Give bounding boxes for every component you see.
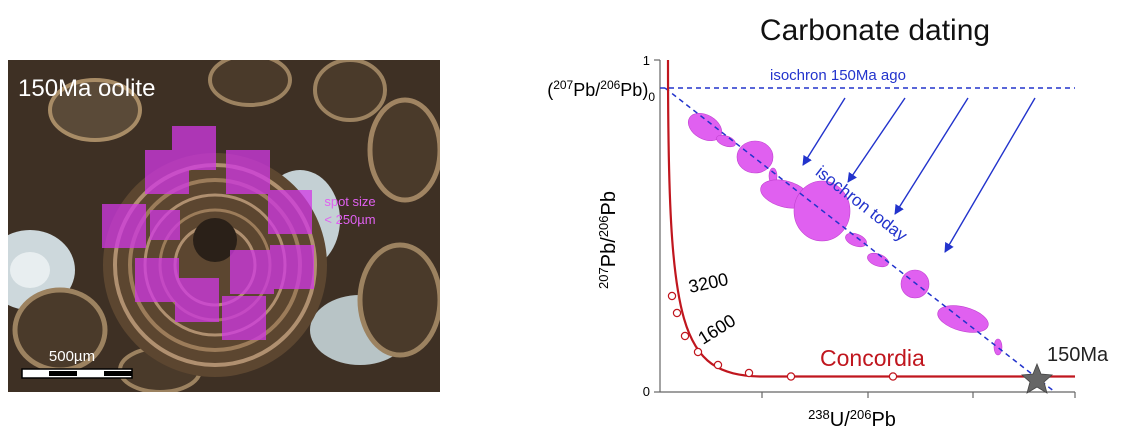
y-tick: 0 [643, 384, 650, 399]
scale-bar [22, 369, 132, 378]
label-part: 206 [600, 78, 620, 92]
y-axis-label: 207Pb/206Pb [596, 191, 620, 289]
spot-size: < 250µm [324, 212, 375, 227]
scale-bar-label: 500µm [49, 348, 95, 365]
label-part: 207 [553, 78, 573, 92]
isochron-past-label: isochron 150Ma ago [770, 67, 906, 84]
label-part: Pb [598, 191, 620, 215]
label-part: 0 [648, 90, 655, 104]
sample-star [1022, 364, 1052, 393]
y-intercept-label: (207Pb/206Pb)0 [547, 78, 655, 104]
label-part: 206 [850, 407, 872, 422]
label-part: U/ [830, 409, 850, 431]
concordia-age: 3200 [687, 269, 730, 297]
label-part: Pb/ [598, 237, 620, 267]
spot-size: spot size [324, 194, 375, 209]
figure: 150Ma oolite spot size < 250µm 500µm Car… [0, 0, 1121, 434]
diagram-title: Carbonate dating [760, 14, 990, 47]
concordia-label: Concordia [820, 345, 925, 371]
page: {"photo": {"label": "150Ma oolite", "spo… [0, 0, 1121, 434]
sample-age: 150Ma [1047, 344, 1109, 366]
y-tick: 1 [643, 53, 650, 68]
label-part: Pb [871, 409, 895, 431]
photo-label: 150Ma oolite [18, 75, 155, 102]
label-part: Pb/ [573, 80, 600, 100]
label-part: 238 [808, 407, 830, 422]
x-axis-label: 238U/206Pb [808, 407, 896, 431]
label-part: 206 [596, 216, 611, 238]
concordia-age: 1600 [695, 310, 740, 348]
label-part: 207 [596, 267, 611, 289]
label-part: Pb) [620, 80, 648, 100]
